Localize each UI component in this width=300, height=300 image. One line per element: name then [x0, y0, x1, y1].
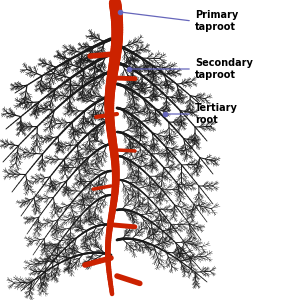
Text: Secondary
taproot: Secondary taproot — [195, 58, 253, 80]
Text: Primary
taproot: Primary taproot — [195, 10, 238, 32]
Text: Tertiary
root: Tertiary root — [195, 103, 238, 125]
